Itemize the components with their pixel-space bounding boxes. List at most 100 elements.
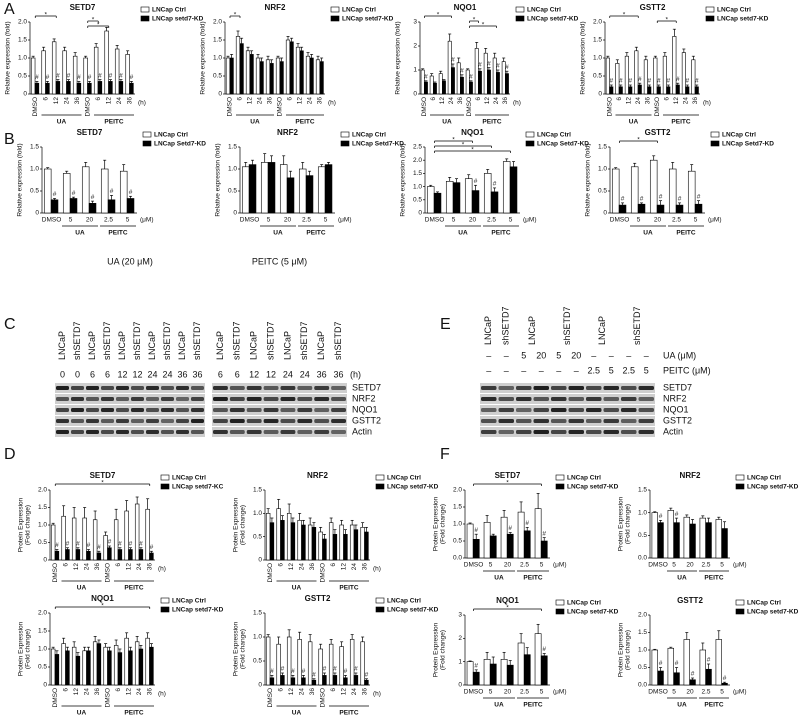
significance-hash: # — [647, 78, 651, 85]
x-tick-label: DMSO — [104, 563, 111, 583]
bar — [438, 73, 443, 95]
blot-band — [331, 386, 346, 390]
x-tick-label: 12 — [439, 97, 446, 105]
group-label: PEITC — [104, 119, 123, 126]
blot-band — [638, 419, 654, 423]
y-tick-label: 0.5 — [213, 73, 222, 80]
blot-row — [55, 394, 205, 404]
bar — [339, 524, 344, 561]
bar — [447, 40, 452, 95]
x-tick-label: 12 — [247, 97, 254, 105]
x-tick-label: 6 — [62, 688, 69, 692]
blot-band — [551, 397, 567, 401]
blot-band — [86, 397, 99, 401]
bar — [82, 650, 87, 686]
x-tick-label: DMSO — [464, 562, 484, 569]
bar — [517, 642, 525, 686]
bar — [426, 186, 435, 214]
significance-star: * — [101, 480, 104, 487]
x-tick-label: 24 — [448, 97, 455, 105]
x-tick-label: 2.5 — [701, 689, 710, 696]
significance-hash: # — [628, 78, 632, 85]
bar — [609, 86, 614, 95]
protein-label: Actin — [352, 426, 372, 436]
y-tick-label: 0.5 — [30, 188, 39, 195]
blot-band — [498, 386, 514, 390]
lane-label: shSETD7 — [192, 321, 202, 360]
bar — [92, 519, 98, 561]
y-tick-label: 0 — [418, 210, 422, 217]
significance-star: * — [482, 22, 485, 29]
unit-label: (h) — [158, 691, 166, 698]
bar — [301, 524, 306, 561]
y-tick-label: 0 — [43, 682, 47, 689]
y-tick-label: 1.0 — [638, 509, 647, 516]
legend-swatch — [375, 606, 385, 613]
blot-band — [314, 408, 330, 412]
bar — [315, 59, 321, 95]
bar — [433, 82, 437, 95]
blot-band — [86, 430, 99, 434]
significance-hash: # — [609, 78, 613, 85]
blot-band — [116, 386, 129, 390]
significance-hash: # — [542, 646, 546, 653]
y-tick-label: 2.0 — [38, 487, 47, 494]
x-tick-label: 6 — [115, 688, 122, 692]
blot-band — [297, 430, 313, 434]
blot-band — [314, 419, 330, 423]
blot-band — [229, 419, 245, 423]
bar — [649, 159, 658, 214]
y-tick-label: 3 — [413, 19, 417, 26]
blot-row — [480, 383, 655, 393]
unit-label: (h) — [328, 100, 336, 107]
blot-band — [481, 430, 497, 434]
x-tick-label: 12 — [340, 688, 347, 696]
treatment-value: 5 — [521, 350, 526, 360]
unit-label: (μM) — [523, 217, 537, 224]
group-label: PEITC — [676, 230, 695, 237]
chart-title: SETD7 — [70, 3, 96, 12]
blot-band — [101, 408, 114, 412]
time-label: 6 — [90, 369, 95, 379]
group-label: PEITC — [704, 575, 723, 582]
blot-row — [212, 416, 347, 426]
legend-label: LNCap Ctrl — [172, 598, 206, 605]
y-tick-label: 2.5 — [413, 144, 422, 151]
bar — [117, 549, 123, 561]
y-tick-label: 0.5 — [253, 533, 262, 540]
legend-swatch — [735, 483, 745, 490]
blot-band — [191, 408, 204, 412]
legend-swatch — [525, 140, 535, 147]
bar — [699, 649, 706, 686]
bar — [317, 166, 326, 214]
legend-swatch — [375, 474, 385, 481]
legend-label: LNCap setd7-KD — [717, 16, 769, 23]
bar — [145, 637, 150, 686]
blot-band — [280, 408, 296, 412]
lane-label: LNCaP — [57, 331, 67, 360]
blot-band — [176, 386, 189, 390]
unit-label: (h) — [158, 566, 166, 573]
group-label: UA — [677, 575, 687, 582]
bar — [694, 203, 703, 214]
x-tick-label: 5 — [694, 217, 698, 224]
y-tick-label: 1.5 — [598, 144, 607, 151]
bar — [715, 639, 722, 686]
x-tick-label: 2.5 — [520, 689, 529, 696]
y-axis-label: (Fold change) — [625, 630, 632, 670]
x-tick-label: 12 — [105, 97, 112, 105]
significance-hash: # — [98, 72, 102, 79]
bar — [637, 84, 642, 95]
lane-label: shSETD7 — [132, 321, 142, 360]
y-tick-label: 2 — [458, 635, 462, 642]
x-tick-label: 36 — [74, 97, 81, 105]
x-tick-label: 6 — [430, 97, 437, 101]
y-axis-label: (Fold change) — [440, 504, 447, 544]
x-tick-label: 36 — [361, 563, 368, 571]
blot-band — [161, 419, 174, 423]
bar — [483, 659, 491, 686]
bar — [305, 175, 314, 214]
blot-band — [131, 419, 144, 423]
bar — [87, 82, 92, 95]
blot-row — [55, 405, 205, 415]
